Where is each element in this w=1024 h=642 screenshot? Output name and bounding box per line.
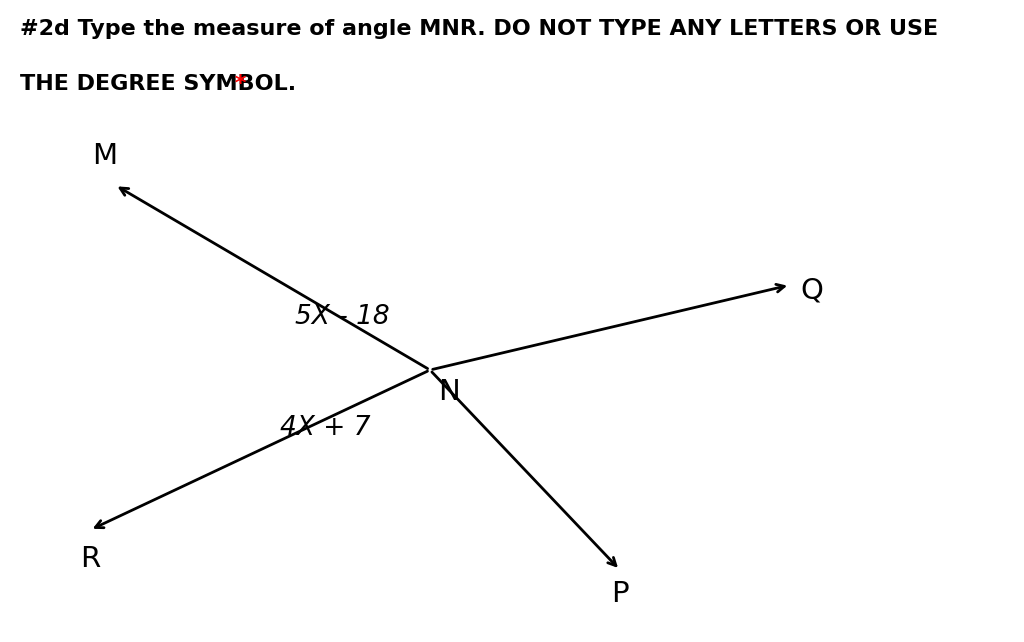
Text: THE DEGREE SYMBOL.: THE DEGREE SYMBOL. — [20, 74, 297, 94]
Text: M: M — [92, 142, 118, 170]
Text: R: R — [80, 545, 100, 573]
Text: P: P — [611, 580, 629, 608]
Text: N: N — [438, 378, 460, 406]
Text: Q: Q — [800, 276, 823, 304]
Text: 5X - 18: 5X - 18 — [295, 304, 389, 330]
Text: *: * — [227, 74, 247, 94]
Text: 4X + 7: 4X + 7 — [280, 415, 371, 441]
Text: #2d Type the measure of angle MNR. DO NOT TYPE ANY LETTERS OR USE: #2d Type the measure of angle MNR. DO NO… — [20, 19, 939, 39]
